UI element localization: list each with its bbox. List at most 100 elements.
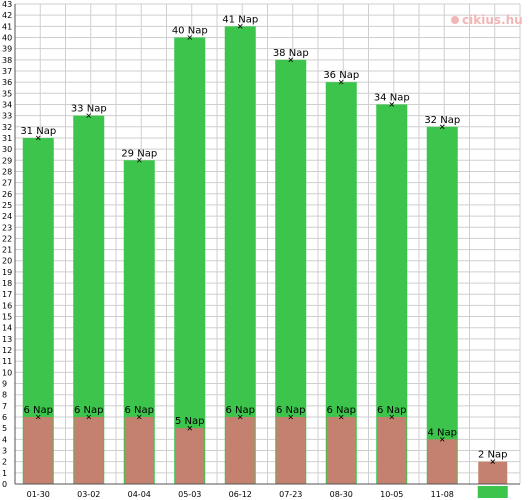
y-tick-label: 22: [2, 234, 12, 243]
y-tick-label: 20: [2, 257, 12, 266]
bar-period: [427, 439, 457, 484]
y-tick-label: 17: [2, 290, 12, 299]
data-label: 41 Nap: [222, 14, 258, 25]
data-label: 6 Nap: [74, 405, 104, 416]
y-tick-label: 21: [2, 246, 12, 255]
data-label: 4 Nap: [428, 427, 458, 438]
y-tick-label: 28: [2, 167, 12, 176]
value-marker: [288, 414, 294, 420]
value-marker: [389, 414, 395, 420]
y-tick-label: 3: [2, 447, 7, 456]
y-tick-label: 0: [2, 480, 7, 489]
y-tick-label: 19: [2, 268, 12, 277]
y-tick-label: 10: [2, 368, 12, 377]
y-tick-label: 26: [2, 190, 12, 199]
data-label: 31 Nap: [20, 126, 56, 137]
bar-period: [478, 461, 508, 484]
x-tick-label: 08-30: [330, 490, 353, 499]
y-tick-label: 31: [2, 134, 12, 143]
y-tick-label: 11: [2, 357, 12, 366]
legend-swatch: [477, 486, 508, 498]
logo-dot: [451, 16, 459, 24]
data-label: 29 Nap: [121, 148, 157, 159]
y-tick-label: 41: [2, 22, 12, 31]
data-label: 36 Nap: [323, 70, 359, 81]
y-tick-label: 16: [2, 301, 12, 310]
bars: [22, 26, 508, 485]
watermark-text: cikius.hu: [462, 13, 523, 27]
y-tick-label: 8: [2, 391, 7, 400]
data-label: 6 Nap: [327, 405, 357, 416]
y-tick-label: 39: [2, 45, 12, 54]
bar-period: [74, 417, 104, 484]
bar-cycle: [426, 126, 458, 484]
x-tick-label: 07-23: [279, 490, 302, 499]
x-tick-label: 06-12: [229, 490, 252, 499]
bar-period: [326, 417, 356, 484]
value-marker: [35, 414, 41, 420]
x-tick-label: 05-03: [178, 490, 201, 499]
value-marker: [187, 35, 193, 40]
y-tick-label: 27: [2, 179, 12, 188]
data-label: 6 Nap: [276, 405, 306, 416]
bar-cycle: [224, 26, 256, 484]
y-tick-label: 15: [2, 313, 12, 322]
bar-period: [23, 417, 53, 484]
data-label: 6 Nap: [125, 405, 155, 416]
data-label: 34 Nap: [374, 92, 410, 103]
value-marker: [237, 414, 243, 420]
value-marker: [136, 414, 142, 420]
data-label: 2 Nap: [478, 450, 508, 461]
bar-cycle: [174, 37, 206, 484]
y-tick-label: 25: [2, 201, 12, 210]
x-tick-label: 01-30: [27, 490, 50, 499]
data-label: 6 Nap: [377, 405, 407, 416]
bar-period: [377, 417, 407, 484]
y-tick-label: 37: [2, 67, 12, 76]
y-tick-label: 42: [2, 11, 12, 20]
y-tick-label: 14: [2, 324, 12, 333]
y-tick-label: 2: [2, 458, 7, 467]
value-marker: [439, 124, 445, 130]
x-tick-label: 11-08: [431, 490, 454, 499]
y-tick-label: 34: [2, 100, 12, 109]
bar-period: [124, 417, 154, 484]
y-tick-label: 18: [2, 279, 12, 288]
y-tick-label: 32: [2, 123, 12, 132]
y-tick-label: 6: [2, 413, 7, 422]
y-tick-label: 35: [2, 89, 12, 98]
y-tick-label: 5: [2, 424, 7, 433]
y-tick-label: 33: [2, 112, 12, 121]
y-tick-label: 4: [2, 435, 7, 444]
bar-cycle: [275, 59, 307, 484]
data-label: 32 Nap: [424, 115, 460, 126]
bar-period: [175, 428, 205, 484]
y-tick-label: 30: [2, 145, 12, 154]
x-tick-label: 03-02: [77, 490, 100, 499]
y-tick-label: 38: [2, 56, 12, 65]
data-label: 33 Nap: [71, 104, 107, 115]
y-tick-label: 29: [2, 156, 12, 165]
x-tick-label: 04-04: [128, 490, 151, 499]
value-marker: [35, 135, 41, 141]
axes: 01-30 03-02 04-04 05-03 06-12 07-23 08-30 10-05…: [14, 4, 520, 499]
y-tick-label: 13: [2, 335, 12, 344]
y-tick-label: 9: [2, 380, 7, 389]
data-label: 40 Nap: [172, 25, 208, 36]
x-tick-label: 10-05: [380, 490, 403, 499]
data-label: 6 Nap: [24, 405, 54, 416]
value-marker: [86, 113, 92, 118]
y-tick-label: 43: [2, 0, 12, 9]
data-label: 6 Nap: [226, 405, 256, 416]
y-tick-label: 23: [2, 223, 12, 232]
bar-period: [276, 417, 306, 484]
value-marker: [490, 459, 496, 464]
data-label: 38 Nap: [273, 48, 309, 59]
watermark-logo: cikius.hu: [451, 13, 523, 27]
value-marker: [338, 414, 344, 420]
y-tick-label: 36: [2, 78, 12, 87]
value-marker: [187, 425, 193, 431]
value-marker: [338, 79, 344, 85]
value-marker: [86, 414, 92, 420]
